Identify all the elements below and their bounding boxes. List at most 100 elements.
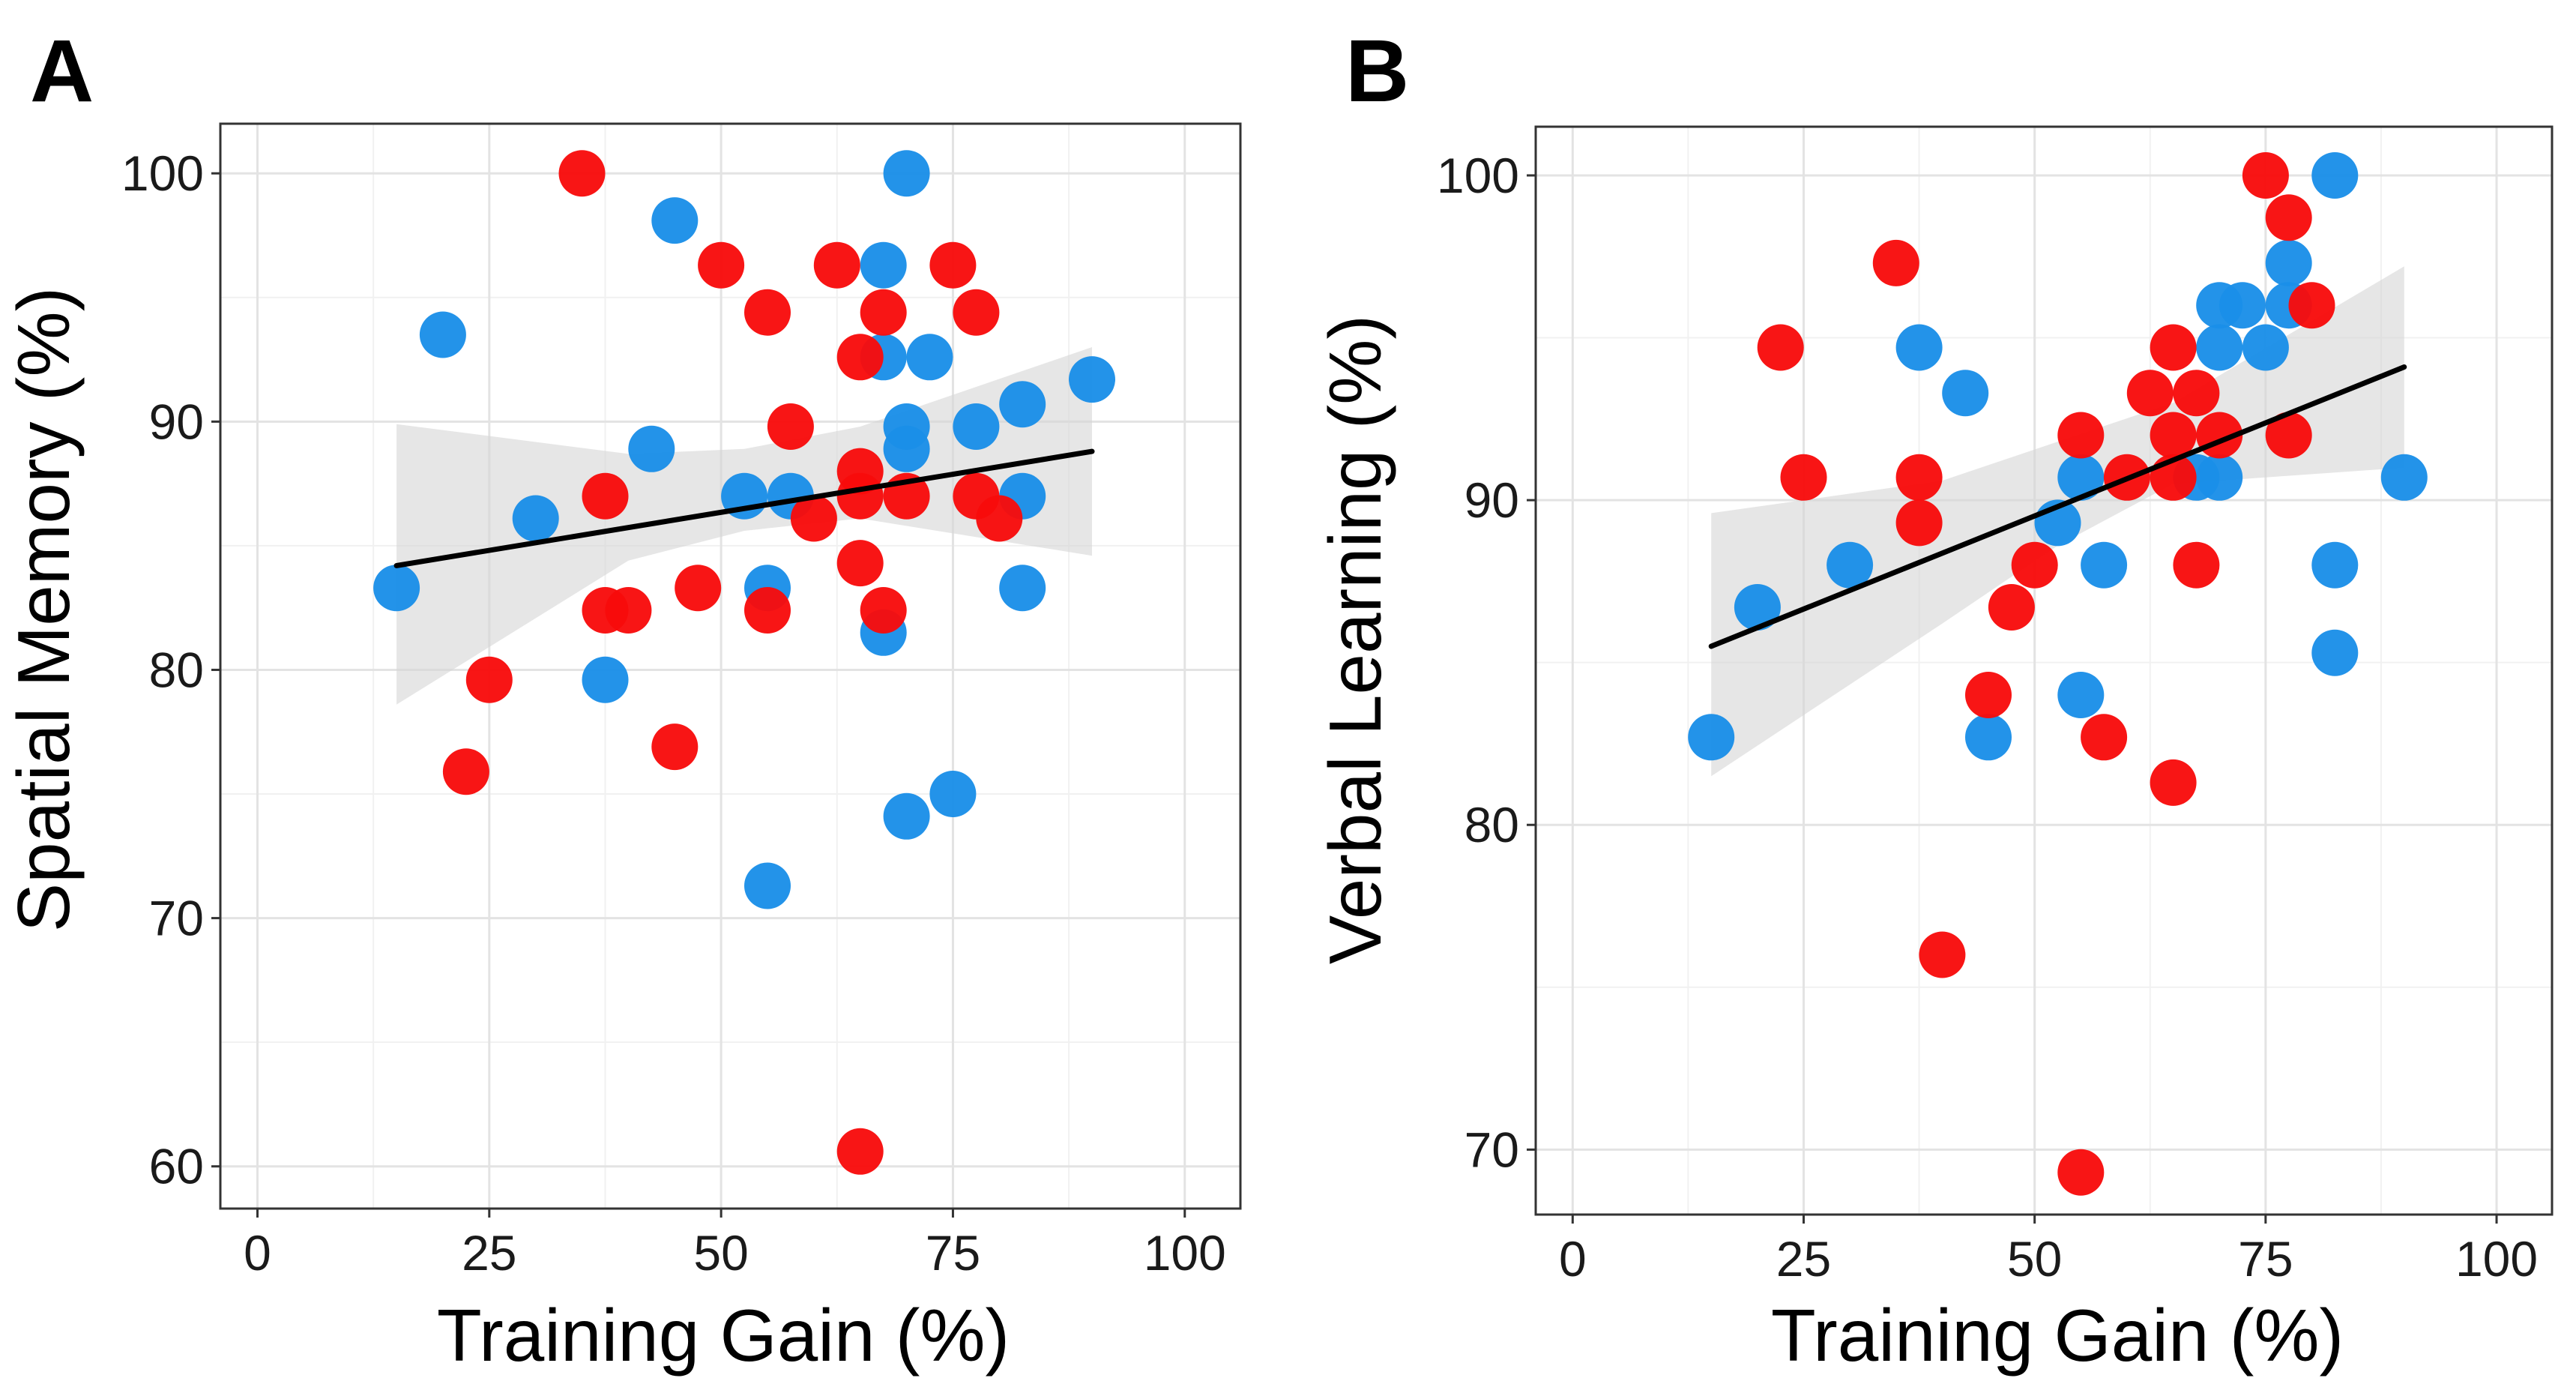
panel-b-x-tick-label: 50 — [2007, 1231, 2062, 1287]
panel-b-y-axis-title: Verbal Learning (%) — [1314, 315, 1396, 964]
panel-b-point-red — [2057, 412, 2105, 459]
panel-b-point-blue — [2311, 629, 2359, 676]
panel-a-x-tick-label: 50 — [693, 1225, 748, 1281]
panel-a-point-red — [442, 748, 489, 795]
panel-a-y-axis-title: Spatial Memory (%) — [2, 287, 85, 932]
panel-b-point-red — [2173, 541, 2220, 589]
panel-a-point-blue — [883, 792, 930, 840]
panel-a-y-tick-label: 80 — [149, 642, 204, 697]
panel-a-point-red — [767, 403, 814, 450]
panel-b-x-tick-label: 100 — [2455, 1231, 2538, 1287]
panel-a-point-blue — [883, 425, 930, 472]
panel-a-point-red — [744, 587, 791, 634]
panel-a-axis-ticks: 0 25 50 75 100 60 70 80 90 100 — [121, 145, 1226, 1281]
panel-b-point-blue — [1965, 714, 2012, 761]
panel-a-point-blue — [419, 311, 466, 358]
panel-b-point-red — [1780, 454, 1827, 501]
panel-a: A Spatial Memory (%) Training Gain (%) 0… — [2, 22, 1242, 1377]
panel-a-point-red — [929, 241, 977, 289]
panel-a-point-blue — [883, 150, 930, 197]
panel-a-point-red — [836, 1128, 884, 1175]
panel-a-x-tick-label: 75 — [926, 1225, 980, 1281]
panel-b-point-blue — [1942, 370, 1989, 417]
panel-a-regression-line — [393, 448, 1095, 568]
panel-b-point-red — [1919, 931, 1966, 978]
panel-a-point-blue — [373, 565, 420, 612]
panel-b-point-red — [2011, 541, 2058, 589]
panel-b-point-blue — [2081, 541, 2128, 589]
panel-b-y-tick-label: 70 — [1465, 1122, 1519, 1177]
panel-a-y-tick-label: 70 — [149, 891, 204, 946]
panel-a-grid — [220, 124, 1240, 1209]
panel-a-point-red — [976, 495, 1023, 542]
panel-a-y-tick-label: 60 — [149, 1139, 204, 1194]
panel-b-x-tick-label: 0 — [1559, 1231, 1587, 1287]
panel-a-point-blue — [582, 656, 629, 703]
panel-a-x-tick-label: 0 — [244, 1225, 271, 1281]
panel-a-point-blue — [860, 241, 907, 289]
panel-a-point-red — [836, 472, 884, 520]
panel-b-point-blue — [2311, 152, 2359, 199]
panel-b-point-red — [2288, 282, 2335, 329]
panel-b-point-red — [1872, 239, 1919, 286]
panel-b-point-blue — [1895, 324, 1943, 371]
panel-b-series-blue — [1688, 152, 2428, 761]
panel-a-point-red — [790, 495, 837, 542]
panel-b-point-red — [2242, 152, 2289, 199]
panel-b-panel-border — [1534, 125, 2554, 1216]
panel-b-x-tick-label: 25 — [1776, 1231, 1831, 1287]
panel-b-point-red — [1895, 499, 1943, 547]
panel-b-point-blue — [2219, 282, 2266, 329]
panel-b-x-axis-title: Training Gain (%) — [1771, 1294, 2344, 1377]
panel-a-point-blue — [999, 381, 1046, 428]
panel-b-point-red — [1757, 324, 1804, 371]
panel-b-point-blue — [1734, 584, 1781, 631]
panel-b-point-red — [1895, 454, 1943, 501]
panel-b-point-red — [2057, 1149, 2105, 1196]
panel-a-point-red — [860, 587, 907, 634]
panel-a-panel-border — [219, 122, 1242, 1210]
panel-a-point-red — [953, 289, 1000, 336]
panel-a-point-red — [651, 723, 699, 771]
panel-b-point-blue — [2242, 324, 2289, 371]
panel-b-grid — [1536, 127, 2552, 1215]
panel-b-point-blue — [2196, 454, 2243, 501]
panel-a-point-red — [836, 540, 884, 587]
panel-b-point-blue — [1688, 714, 1735, 761]
panel-a-plot-area — [373, 150, 1115, 1175]
panel-b-point-blue — [2196, 324, 2243, 371]
panel-a-point-red — [582, 472, 629, 520]
panel-b-y-tick-label: 80 — [1465, 797, 1519, 852]
panel-b-point-blue — [2265, 239, 2312, 286]
panel-a-point-red — [698, 241, 745, 289]
panel-a-point-red — [605, 587, 652, 634]
panel-a-point-red — [744, 289, 791, 336]
panel-a-point-blue — [1069, 356, 1115, 403]
panel-a-point-blue — [906, 334, 953, 381]
panel-b-point-red — [1988, 584, 2035, 631]
panel-b-point-blue — [2057, 672, 2105, 718]
panel-a-point-blue — [999, 565, 1046, 612]
panel-b-point-red — [2150, 324, 2197, 371]
panel-a-y-tick-label: 90 — [149, 394, 204, 449]
panel-b-point-blue — [2380, 454, 2428, 501]
panel-a-point-blue — [628, 425, 675, 472]
panel-b-y-tick-label: 100 — [1437, 148, 1519, 203]
panel-b-y-tick-label: 90 — [1465, 472, 1519, 528]
panel-a-point-red — [836, 334, 884, 381]
panel-b-point-red — [2173, 370, 2220, 417]
panel-b: B Verbal Learning (%) Training Gain (%) … — [1314, 22, 2554, 1377]
panel-b-series-red — [1757, 152, 2335, 1196]
panel-b-point-blue — [2311, 541, 2359, 589]
panel-a-point-red — [860, 289, 907, 336]
panel-a-point-red — [558, 150, 606, 197]
panel-b-regression-line — [1708, 364, 2407, 649]
panel-a-point-red — [675, 565, 722, 612]
panel-a-point-blue — [651, 197, 699, 244]
panel-b-point-red — [2150, 412, 2197, 459]
panel-a-point-red — [813, 241, 860, 289]
panel-b-axis-ticks: 0 25 50 75 100 70 80 90 100 — [1437, 148, 2538, 1287]
panel-a-point-blue — [744, 862, 791, 909]
panel-b-point-blue — [1827, 541, 1874, 589]
